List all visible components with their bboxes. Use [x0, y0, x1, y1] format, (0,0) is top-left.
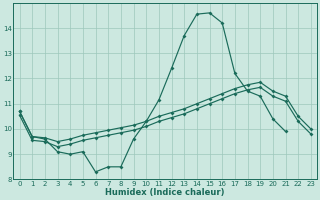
- X-axis label: Humidex (Indice chaleur): Humidex (Indice chaleur): [106, 188, 225, 197]
